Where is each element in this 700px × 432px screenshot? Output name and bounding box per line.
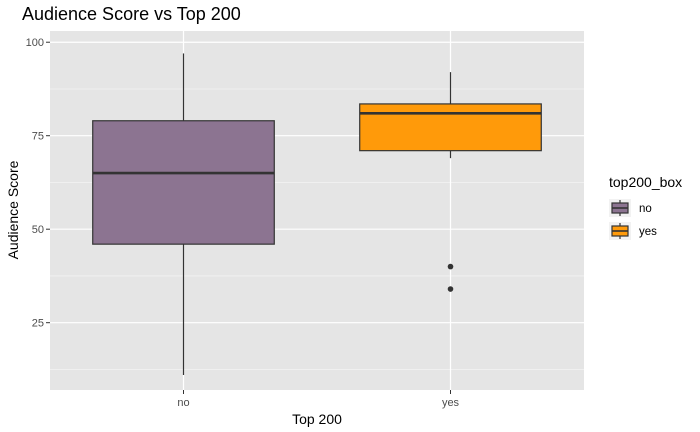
legend: top200_box no yes [609, 174, 682, 240]
box-no [92, 53, 275, 376]
x-tick-label: yes [442, 397, 460, 409]
y-axis-title: Audience Score [5, 160, 21, 259]
box-iqr [359, 103, 542, 152]
boxes [92, 53, 542, 376]
legend-label: yes [639, 226, 657, 238]
box-yes [359, 72, 542, 292]
y-axis-ticks: 25 50 75 100 [26, 37, 50, 330]
y-tick-label: 25 [32, 318, 44, 330]
x-tick-label: no [177, 397, 189, 409]
y-tick-label: 50 [32, 224, 44, 236]
legend-key-yes: yes [609, 222, 657, 240]
y-tick-label: 100 [26, 37, 44, 49]
box-iqr [92, 120, 275, 245]
legend-key-no: no [609, 199, 652, 217]
y-tick-label: 75 [32, 131, 44, 143]
x-axis-title: Top 200 [292, 411, 342, 427]
legend-title: top200_box [609, 174, 682, 190]
legend-label: no [639, 203, 652, 215]
chart-title: Audience Score vs Top 200 [22, 4, 241, 24]
x-axis-ticks: no yes [177, 390, 460, 409]
outlier-point [447, 286, 454, 292]
outlier-point [447, 263, 454, 270]
